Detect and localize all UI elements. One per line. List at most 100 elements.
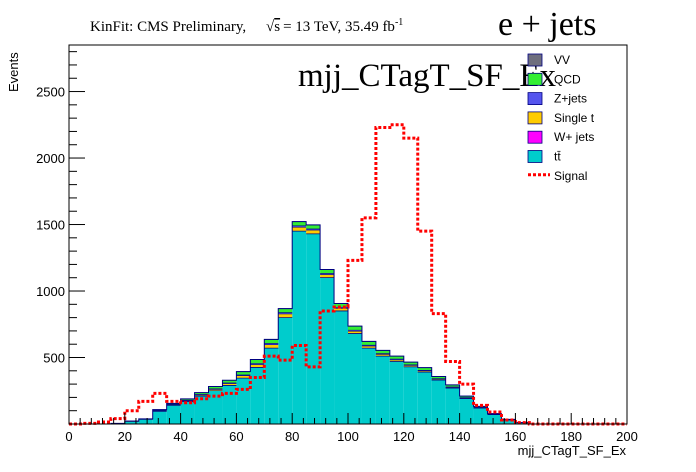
bar-qcd-11 xyxy=(222,380,237,383)
legend-swatch-vv xyxy=(527,53,543,67)
bar-singlet-15 xyxy=(278,313,293,318)
bar-zjets-14 xyxy=(264,343,279,345)
legend-label-wjets: W+ jets xyxy=(554,130,594,144)
bar-zjets-13 xyxy=(250,363,265,365)
bar-qcd-24 xyxy=(403,362,418,365)
bar-qcd-12 xyxy=(236,371,251,375)
bar-singlet-22 xyxy=(375,354,390,357)
bar-zjets-19 xyxy=(334,307,348,309)
y-tick-label-2000: 2000 xyxy=(36,151,65,166)
bar-singlet-17 xyxy=(306,230,321,234)
bar-qcd-23 xyxy=(389,356,404,360)
bar-qcd-27 xyxy=(445,384,460,387)
bar-qcd-18 xyxy=(320,269,335,274)
bar-singlet-18 xyxy=(320,274,335,278)
bar-qcd-26 xyxy=(431,376,446,379)
x-tick-label-180: 180 xyxy=(560,429,582,444)
bar-singlet-23 xyxy=(389,359,404,362)
x-tick-label-120: 120 xyxy=(393,429,415,444)
bar-tt-32 xyxy=(515,422,530,424)
bar-singlet-12 xyxy=(236,375,251,379)
bar-tt-27 xyxy=(445,388,460,424)
bar-tt-30 xyxy=(487,414,502,424)
bar-singlet-28 xyxy=(459,398,474,399)
legend: VV QCD Z+jets Single t W+ jets tt̄ Signal xyxy=(527,53,595,183)
bar-singlet-27 xyxy=(445,387,460,389)
bar-singlet-9 xyxy=(194,395,209,397)
chart-title: mjj_CTagT_SF_Ex xyxy=(298,58,557,94)
bar-tt-29 xyxy=(473,408,488,424)
legend-label-singlet: Single t xyxy=(554,111,595,125)
legend-swatch-qcd xyxy=(527,72,543,86)
bar-singlet-16 xyxy=(292,227,307,232)
bar-qcd-9 xyxy=(194,392,209,395)
bar-tt-23 xyxy=(389,361,404,424)
bar-singlet-7 xyxy=(166,404,181,406)
bar-qcd-25 xyxy=(417,367,432,371)
signal-layer xyxy=(69,123,627,426)
bar-zjets-17 xyxy=(306,228,321,231)
bar-singlet-25 xyxy=(417,370,432,373)
kinfit-label: KinFit: CMS Preliminary, xyxy=(90,19,246,35)
bar-qcd-22 xyxy=(375,350,390,354)
bar-tt-7 xyxy=(166,405,181,424)
bar-qcd-21 xyxy=(361,341,376,346)
legend-swatch-zjets xyxy=(527,92,543,105)
bar-singlet-26 xyxy=(431,379,446,381)
bar-tt-22 xyxy=(375,356,390,424)
legend-label-vv: VV xyxy=(554,53,570,67)
bar-tt-6 xyxy=(152,411,167,424)
x-tick-label-140: 140 xyxy=(449,429,471,444)
legend-swatch-singlet xyxy=(527,111,543,125)
bar-qcd-16 xyxy=(292,221,307,226)
bar-qcd-13 xyxy=(250,359,265,364)
x-tick-label-40: 40 xyxy=(173,429,187,444)
legend-label-qcd: QCD xyxy=(554,72,581,86)
y-tick-label-500: 500 xyxy=(43,351,65,366)
bar-tt-13 xyxy=(250,367,265,424)
bar-singlet-13 xyxy=(250,364,265,368)
bar-zjets-25 xyxy=(417,370,432,371)
bar-tt-28 xyxy=(459,398,474,424)
x-tick-label-100: 100 xyxy=(337,429,359,444)
bar-tt-12 xyxy=(236,378,251,424)
y-tick-label-2500: 2500 xyxy=(36,85,65,100)
bar-zjets-16 xyxy=(292,225,307,228)
bar-zjets-20 xyxy=(348,330,362,332)
bar-singlet-11 xyxy=(222,383,237,386)
bar-qcd-15 xyxy=(278,308,293,313)
bar-singlet-8 xyxy=(180,400,195,402)
bar-tt-10 xyxy=(208,390,223,424)
bar-qcd-19 xyxy=(334,303,348,308)
bar-singlet-6 xyxy=(152,410,167,412)
bar-qcd-8 xyxy=(180,398,195,401)
legend-swatch-wjets xyxy=(527,130,543,144)
bar-qcd-20 xyxy=(348,326,362,331)
axes-layer: 0 20 40 60 80 100 120 140 160 180 200 500 1000 1500 20… xyxy=(36,51,638,444)
x-tick-label-20: 20 xyxy=(118,429,132,444)
y-tick-label-1000: 1000 xyxy=(36,284,65,299)
x-tick-label-200: 200 xyxy=(616,429,638,444)
bar-singlet-20 xyxy=(348,331,362,334)
legend-label-tt: tt̄ xyxy=(554,150,561,164)
histogram-layer xyxy=(69,221,627,425)
bar-zjets-10 xyxy=(208,388,223,390)
bar-singlet-19 xyxy=(334,308,348,311)
bar-tt-15 xyxy=(278,317,293,424)
bar-zjets-22 xyxy=(375,353,390,355)
bar-tt-20 xyxy=(348,333,362,424)
bar-zjets-12 xyxy=(236,374,251,376)
bar-tt-26 xyxy=(431,380,446,424)
x-tick-label-0: 0 xyxy=(65,429,72,444)
bar-tt-24 xyxy=(403,366,418,424)
x-axis-label: mjj_CTagT_SF_Ex xyxy=(518,443,627,458)
energy-label: √s = 13 TeV, 35.49 fb-1 xyxy=(266,17,403,35)
bar-singlet-14 xyxy=(264,344,279,349)
legend-label-zjets: Z+jets xyxy=(554,92,587,106)
bar-singlet-10 xyxy=(208,389,223,391)
bar-tt-4 xyxy=(124,421,139,424)
bar-zjets-15 xyxy=(278,312,293,314)
bar-zjets-23 xyxy=(389,359,404,360)
signal-line xyxy=(69,123,627,426)
